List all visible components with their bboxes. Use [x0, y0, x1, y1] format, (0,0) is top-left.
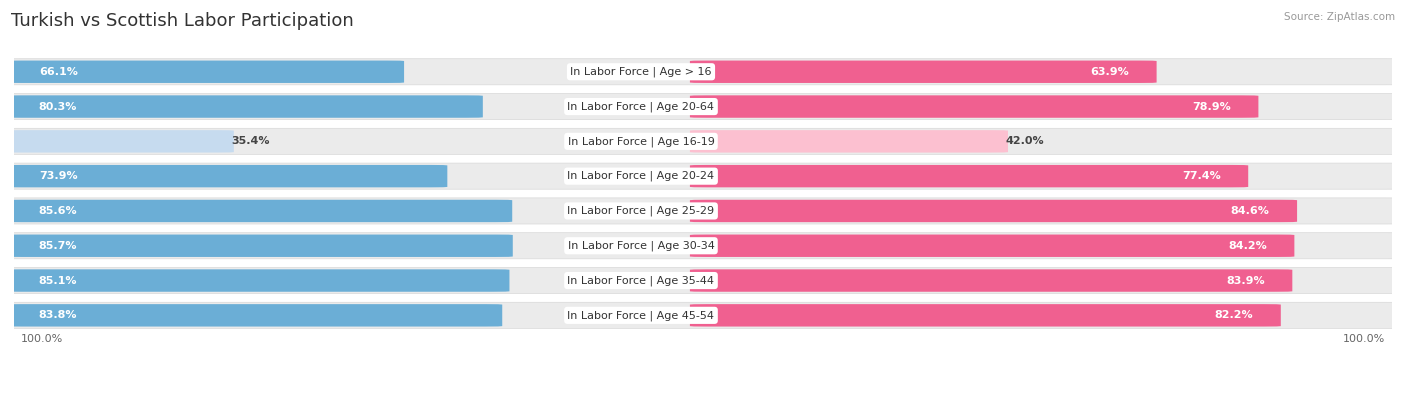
Text: In Labor Force | Age 16-19: In Labor Force | Age 16-19: [568, 136, 714, 147]
Text: 80.3%: 80.3%: [39, 102, 77, 111]
Text: 73.9%: 73.9%: [39, 171, 77, 181]
Text: 78.9%: 78.9%: [1192, 102, 1230, 111]
Text: 35.4%: 35.4%: [231, 136, 270, 147]
FancyBboxPatch shape: [4, 60, 404, 83]
Text: In Labor Force | Age 35-44: In Labor Force | Age 35-44: [568, 275, 714, 286]
Text: In Labor Force | Age > 16: In Labor Force | Age > 16: [571, 66, 711, 77]
Text: 85.7%: 85.7%: [39, 241, 77, 251]
Text: 100.0%: 100.0%: [1343, 334, 1385, 344]
FancyBboxPatch shape: [690, 269, 1292, 292]
FancyBboxPatch shape: [690, 95, 1258, 118]
Text: 63.9%: 63.9%: [1090, 67, 1129, 77]
Text: In Labor Force | Age 20-24: In Labor Force | Age 20-24: [568, 171, 714, 181]
Text: 85.1%: 85.1%: [39, 276, 77, 286]
FancyBboxPatch shape: [690, 304, 1281, 327]
Text: Turkish vs Scottish Labor Participation: Turkish vs Scottish Labor Participation: [11, 12, 354, 30]
FancyBboxPatch shape: [0, 267, 1406, 293]
FancyBboxPatch shape: [0, 128, 1406, 154]
FancyBboxPatch shape: [0, 163, 1406, 189]
Text: 42.0%: 42.0%: [1005, 136, 1043, 147]
Text: 84.2%: 84.2%: [1227, 241, 1267, 251]
FancyBboxPatch shape: [690, 60, 1157, 83]
Text: 85.6%: 85.6%: [39, 206, 77, 216]
FancyBboxPatch shape: [0, 198, 1406, 224]
Text: In Labor Force | Age 25-29: In Labor Force | Age 25-29: [568, 206, 714, 216]
Text: 66.1%: 66.1%: [39, 67, 77, 77]
Text: 83.8%: 83.8%: [39, 310, 77, 320]
FancyBboxPatch shape: [4, 235, 513, 257]
FancyBboxPatch shape: [0, 233, 1406, 259]
Text: In Labor Force | Age 45-54: In Labor Force | Age 45-54: [568, 310, 714, 321]
FancyBboxPatch shape: [4, 269, 509, 292]
FancyBboxPatch shape: [690, 130, 1008, 152]
FancyBboxPatch shape: [4, 304, 502, 327]
Text: 84.6%: 84.6%: [1230, 206, 1270, 216]
FancyBboxPatch shape: [690, 165, 1249, 187]
FancyBboxPatch shape: [4, 165, 447, 187]
FancyBboxPatch shape: [4, 95, 482, 118]
Text: 77.4%: 77.4%: [1182, 171, 1220, 181]
FancyBboxPatch shape: [4, 200, 512, 222]
Text: 82.2%: 82.2%: [1215, 310, 1253, 320]
FancyBboxPatch shape: [0, 94, 1406, 120]
FancyBboxPatch shape: [690, 200, 1298, 222]
FancyBboxPatch shape: [690, 235, 1295, 257]
Text: In Labor Force | Age 20-64: In Labor Force | Age 20-64: [568, 101, 714, 112]
FancyBboxPatch shape: [0, 302, 1406, 328]
Text: Source: ZipAtlas.com: Source: ZipAtlas.com: [1284, 12, 1395, 22]
Text: 83.9%: 83.9%: [1226, 276, 1265, 286]
Text: In Labor Force | Age 30-34: In Labor Force | Age 30-34: [568, 241, 714, 251]
Text: 100.0%: 100.0%: [21, 334, 63, 344]
FancyBboxPatch shape: [4, 130, 233, 152]
FancyBboxPatch shape: [0, 59, 1406, 85]
